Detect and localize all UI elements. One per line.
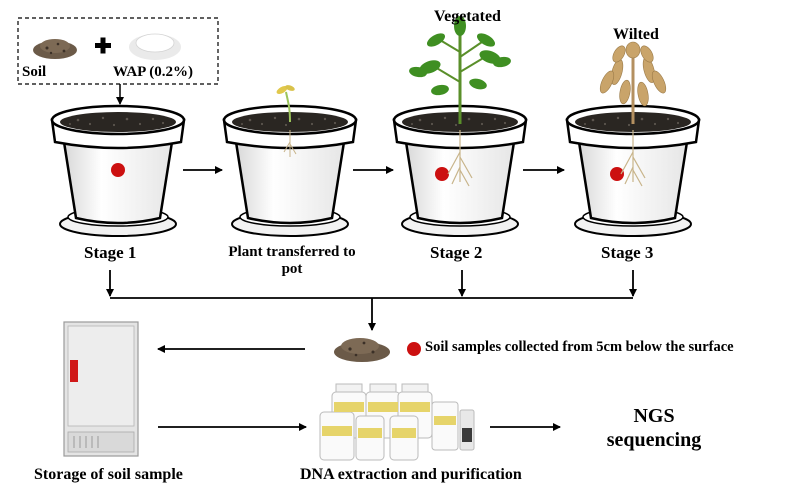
sample-dot-icon: [610, 167, 624, 181]
ngs-label: NGS sequencing: [594, 404, 714, 452]
inputs-box: [17, 17, 219, 85]
ngs-label-line2: sequencing: [606, 429, 702, 451]
plant-pot-icon: [50, 104, 186, 238]
transfer-label-line1: Plant transferred to: [228, 244, 356, 260]
stage3-state-label: Wilted: [613, 26, 659, 43]
wilted-plant-icon: [599, 41, 667, 187]
plant-pot-icon: [565, 41, 701, 238]
freezer-icon: [63, 321, 139, 457]
transfer-label-line2: pot: [281, 260, 303, 277]
sampling-label: Soil samples collected from 5cm below th…: [425, 339, 734, 355]
storage-label: Storage of soil sample: [34, 466, 183, 483]
plus-icon: [95, 37, 111, 54]
wap-powder-icon: [129, 33, 181, 60]
wap-label: WAP (0.2%): [113, 64, 193, 80]
soil-pile-icon: [334, 338, 390, 362]
plant-pot-icon: [222, 85, 358, 238]
reagent-bottles-icon: [319, 383, 475, 461]
sample-dot-icon: [407, 342, 421, 356]
stage1-label: Stage 1: [84, 243, 137, 262]
collection-bracket: [106, 270, 637, 331]
sample-dot-icon: [435, 167, 449, 181]
stage2-state-label: Vegetated: [434, 8, 501, 25]
stage2-label: Stage 2: [430, 243, 483, 262]
extraction-label: DNA extraction and purification: [300, 466, 522, 483]
ngs-label-line1: NGS: [633, 405, 675, 427]
soil-label: Soil: [22, 64, 47, 80]
plant-pot-icon: [392, 16, 528, 238]
soil-pile-icon: [33, 39, 77, 59]
transfer-label: Plant transferred to pot: [222, 244, 362, 277]
vegetated-plant-icon: [409, 16, 511, 187]
seedling-icon: [276, 85, 297, 157]
stage3-label: Stage 3: [601, 243, 654, 262]
sample-dot-icon: [111, 163, 125, 177]
